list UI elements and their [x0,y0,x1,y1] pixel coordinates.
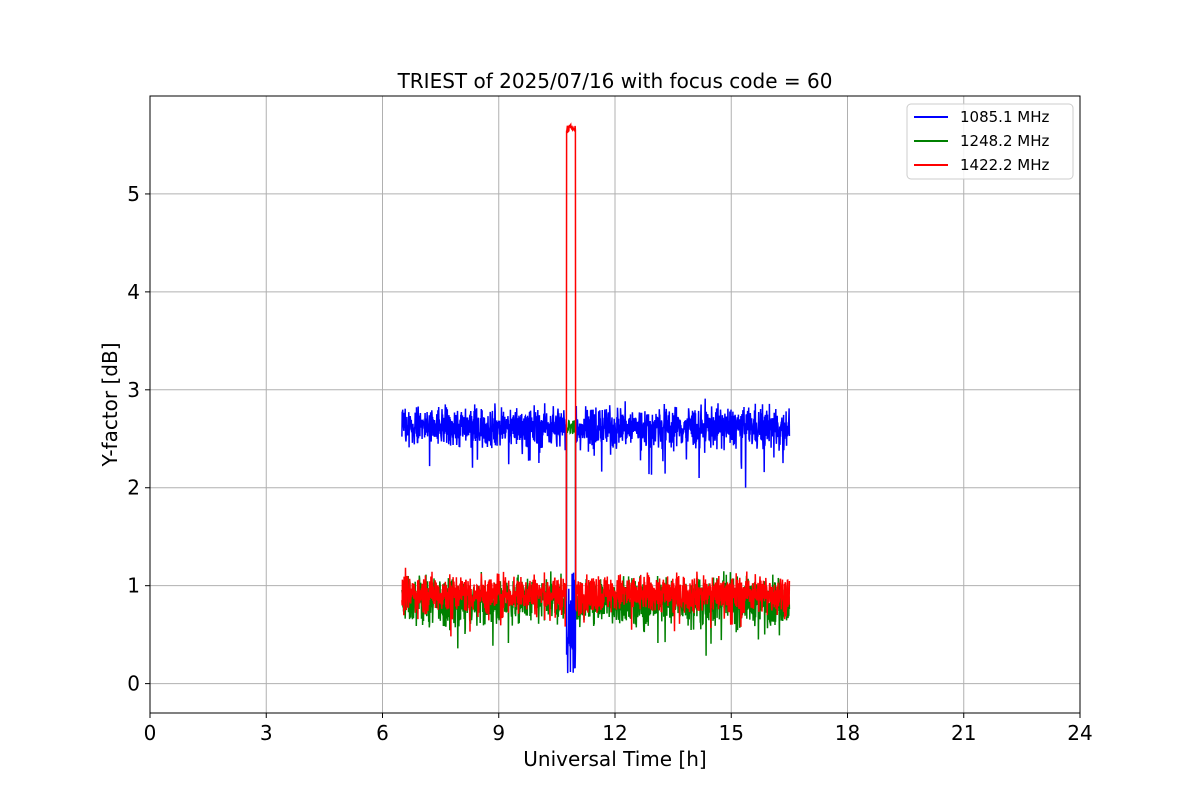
x-tick-label: 18 [835,721,860,745]
series-line-1085 [401,398,791,674]
y-tick-label: 2 [127,476,140,500]
y-tick-label: 5 [127,182,140,206]
x-tick-label: 24 [1067,721,1092,745]
x-tick-label: 15 [719,721,744,745]
series-line-1422 [401,122,791,637]
y-axis-label: Y-factor [dB] [98,342,122,467]
x-tick-label: 3 [260,721,273,745]
legend-label-1085: 1085.1 MHz [960,108,1049,126]
x-tick-label: 12 [602,721,627,745]
legend-label-1422: 1422.2 MHz [960,156,1049,174]
x-tick-label: 0 [144,721,157,745]
x-tick-label: 6 [376,721,389,745]
y-tick-label: 0 [127,672,140,696]
y-tick-label: 3 [127,378,140,402]
legend-box [906,103,1074,180]
x-tick-label: 9 [492,721,505,745]
x-tick-label: 21 [951,721,976,745]
legend: 1085.1 MHz 1248.2 MHz 1422.2 MHz [906,103,1074,180]
chart-title: TRIEST of 2025/07/16 with focus code = 6… [397,69,833,93]
legend-label-1248: 1248.2 MHz [960,132,1049,150]
y-tick-label: 1 [127,574,140,598]
x-axis-label: Universal Time [h] [523,747,706,771]
series-layer [401,122,791,674]
y-tick-label: 4 [127,280,140,304]
